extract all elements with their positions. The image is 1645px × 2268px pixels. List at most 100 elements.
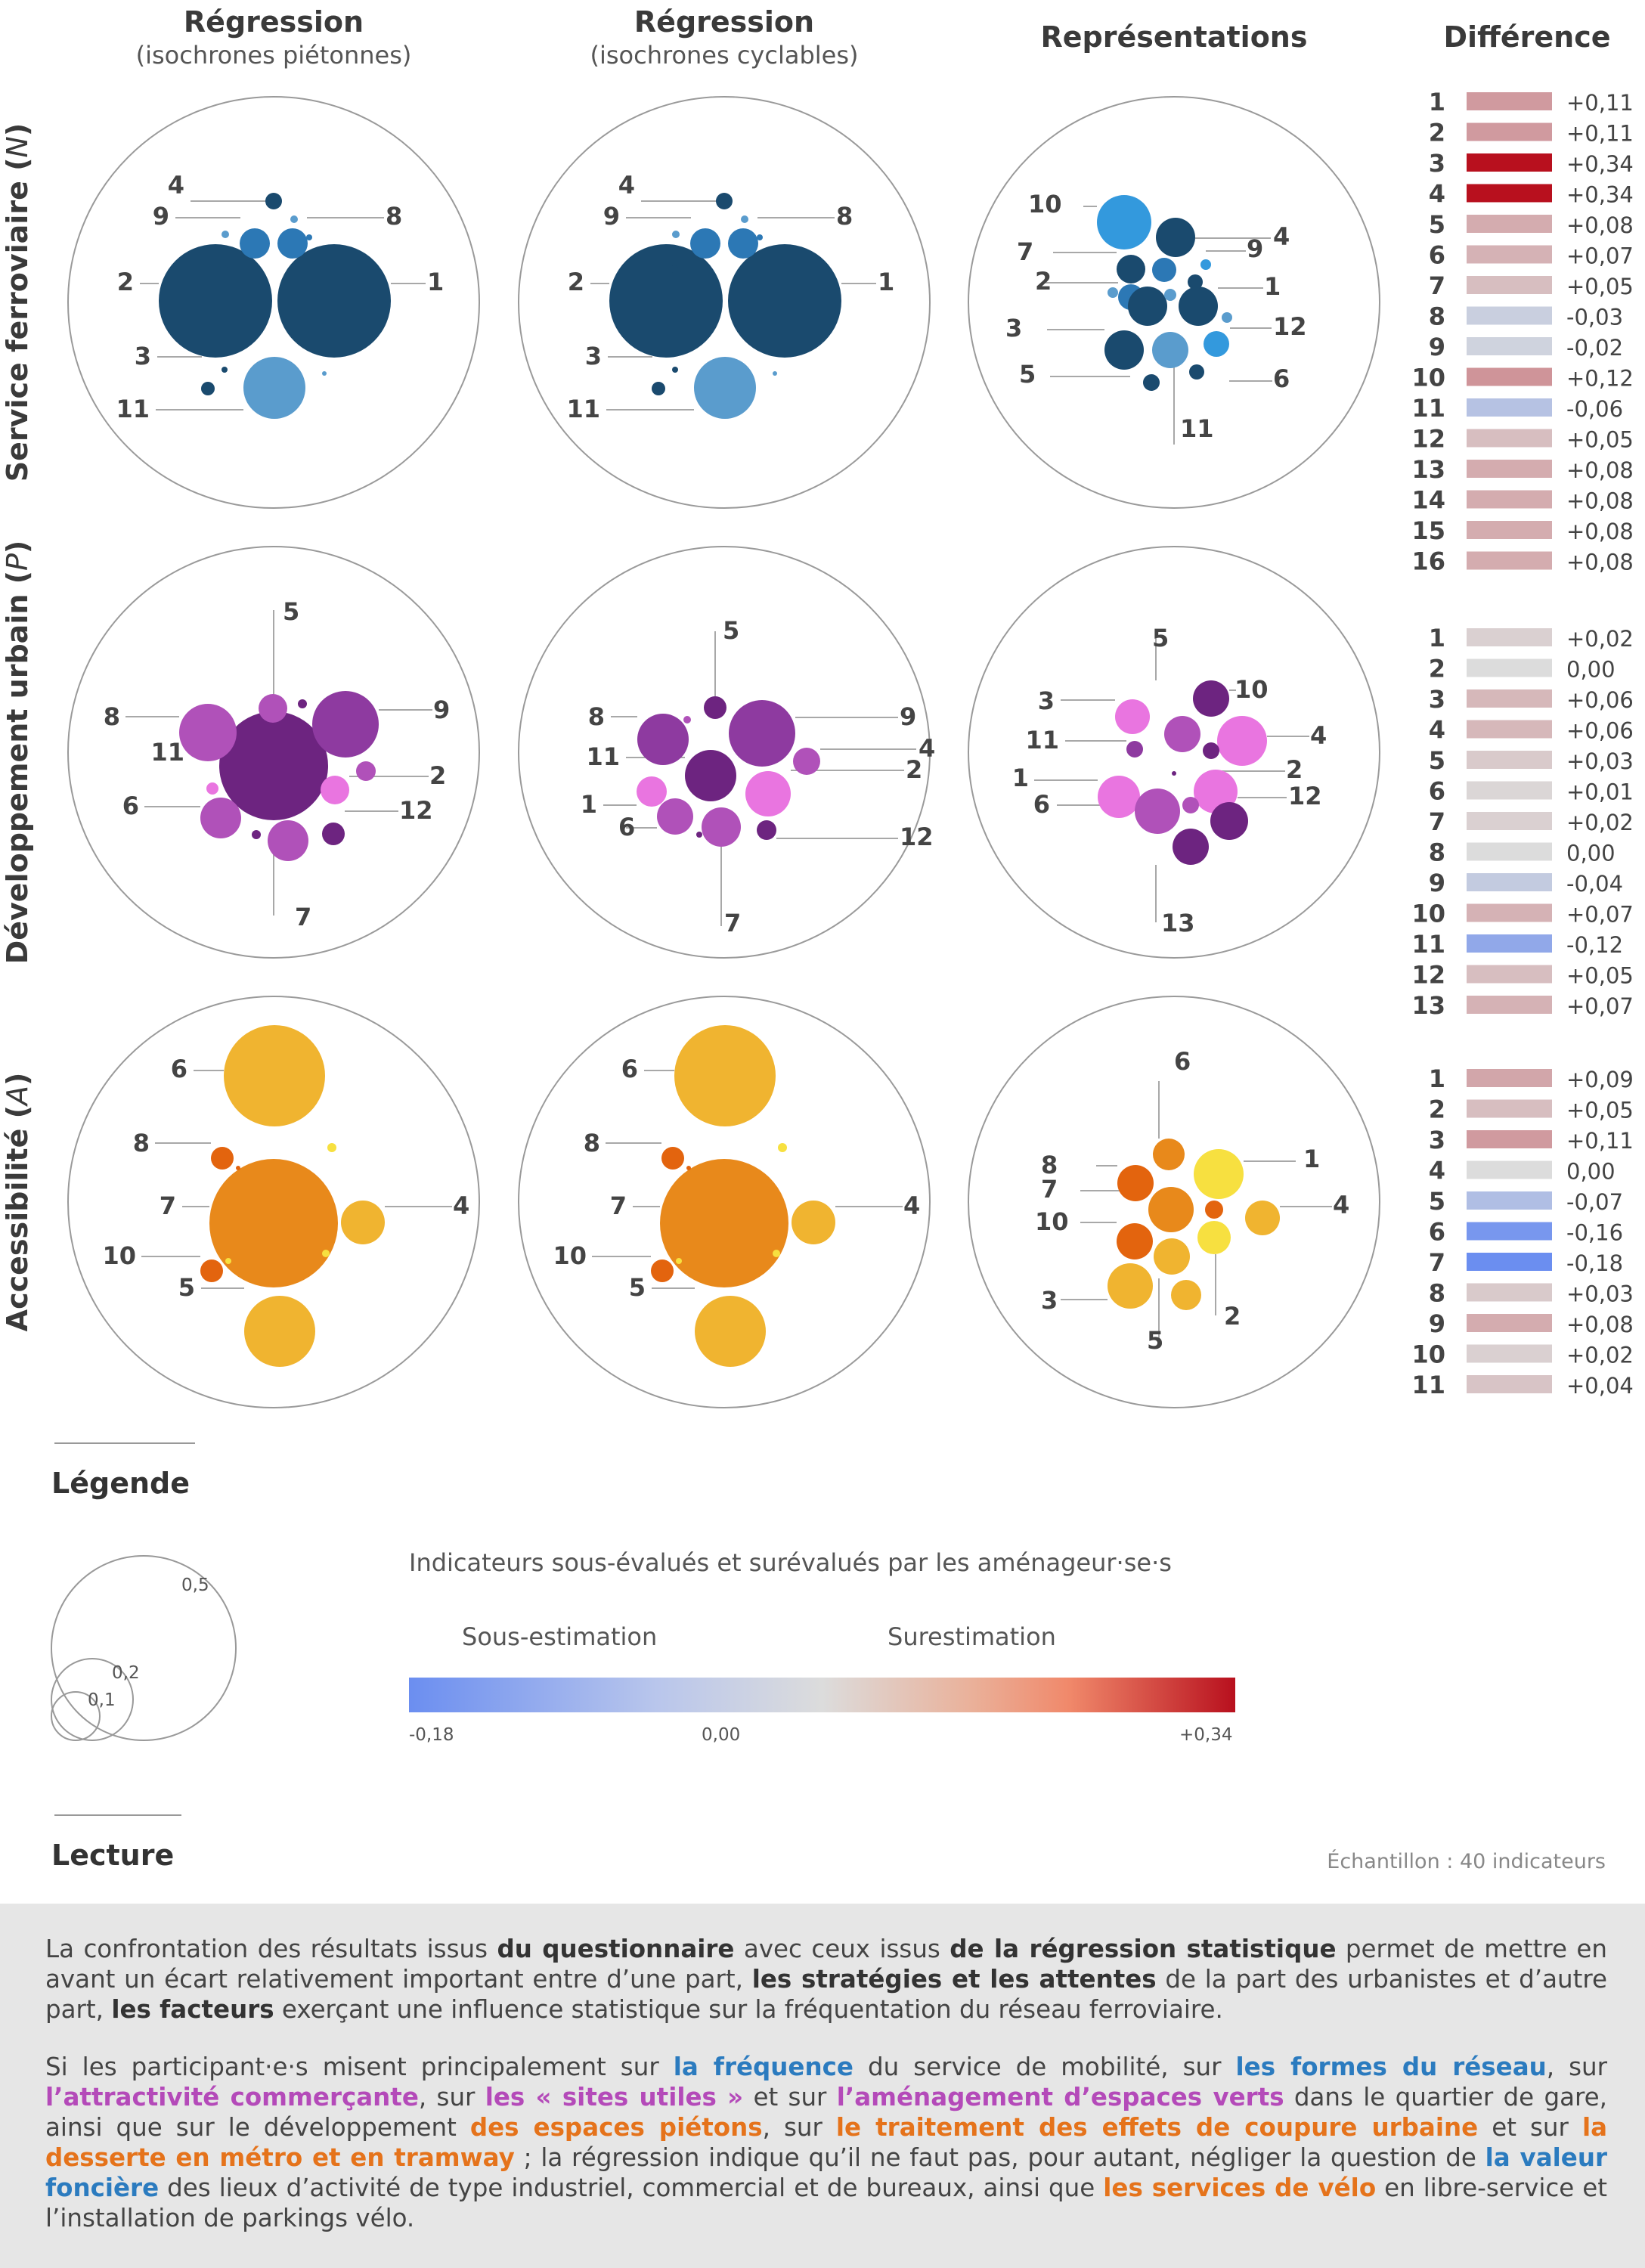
difference-color-scale xyxy=(409,1678,1235,1712)
bubble-rail xyxy=(222,231,229,238)
bubble-rail xyxy=(1108,287,1118,298)
bubble-label: 6 xyxy=(1033,790,1050,819)
bubble-label: 7 xyxy=(1017,237,1033,266)
difference-swatch xyxy=(1467,490,1552,509)
bubble-label: 12 xyxy=(900,823,934,851)
legend-divider xyxy=(54,1442,195,1444)
bubble-label: 4 xyxy=(1273,222,1290,251)
difference-swatch xyxy=(1467,812,1552,830)
bubble-label: 2 xyxy=(117,268,134,296)
difference-swatch xyxy=(1467,1375,1552,1393)
over-estimation-label: Surestimation xyxy=(888,1622,1056,1651)
difference-value: +0,34 xyxy=(1566,182,1634,208)
bubble-label: 8 xyxy=(386,202,402,231)
difference-value: +0,05 xyxy=(1566,427,1634,453)
bubble-label: 11 xyxy=(150,738,184,767)
row-label: Accessibilité (A) xyxy=(1,1073,34,1332)
bubble-label: 4 xyxy=(168,171,184,200)
bubble-rail xyxy=(159,244,272,358)
bubble-urban xyxy=(1210,802,1248,840)
difference-value: +0,03 xyxy=(1566,1281,1634,1307)
row-label: Service ferroviaire (N) xyxy=(1,123,34,482)
bubble-label: 8 xyxy=(133,1129,150,1157)
difference-value: +0,07 xyxy=(1566,243,1634,269)
bubble-label: 1 xyxy=(427,268,444,296)
difference-id: 9 xyxy=(1429,333,1445,361)
difference-value: +0,08 xyxy=(1566,457,1634,483)
panel-frame-rail xyxy=(968,96,1380,509)
panel-frame-rail xyxy=(67,96,480,509)
bubble-urban xyxy=(685,750,736,801)
bubble-rail xyxy=(1143,374,1160,391)
bubble-label: 10 xyxy=(1235,675,1269,704)
difference-swatch xyxy=(1467,92,1552,110)
bubble-access xyxy=(209,1159,338,1287)
difference-swatch xyxy=(1467,551,1552,570)
bubble-rail xyxy=(277,244,391,358)
difference-swatch xyxy=(1467,337,1552,355)
bubble-access xyxy=(773,1250,780,1257)
size-legend-label-small: 0,1 xyxy=(88,1690,116,1710)
bubble-rail xyxy=(265,193,282,209)
difference-id: 15 xyxy=(1411,516,1445,545)
bubble-access xyxy=(236,1166,240,1170)
column-title: Différence xyxy=(1444,20,1611,54)
difference-id: 13 xyxy=(1411,991,1445,1020)
bubble-rail xyxy=(1117,255,1145,284)
bubble-urban xyxy=(696,832,702,838)
lecture-title: Lecture xyxy=(51,1839,175,1872)
row-label: Développement urbain (P) xyxy=(1,541,34,965)
bubble-label: 10 xyxy=(1035,1207,1069,1236)
difference-value: +0,05 xyxy=(1566,1098,1634,1123)
panel-frame-access xyxy=(518,996,931,1408)
bubble-rail xyxy=(290,215,298,223)
bubble-label: 7 xyxy=(295,903,311,931)
difference-value: +0,08 xyxy=(1566,550,1634,575)
size-legend-circle-small xyxy=(51,1691,101,1741)
bubble-label: 1 xyxy=(1012,764,1029,792)
difference-swatch xyxy=(1467,122,1552,141)
difference-id: 6 xyxy=(1429,1218,1445,1247)
difference-value: +0,34 xyxy=(1566,151,1634,177)
bubble-label: 4 xyxy=(919,734,935,763)
bubble-rail xyxy=(277,228,308,259)
bubble-urban xyxy=(1172,771,1176,776)
bubble-label: 11 xyxy=(116,395,150,423)
difference-swatch xyxy=(1467,781,1552,800)
reading-paragraph-1: La confrontation des résultats issus du … xyxy=(45,1935,1607,2024)
bubble-access xyxy=(244,1296,315,1367)
difference-id: 1 xyxy=(1429,88,1445,116)
bubble-label: 1 xyxy=(581,790,597,819)
bubble-rail xyxy=(1189,364,1204,380)
difference-value: +0,02 xyxy=(1566,1343,1634,1368)
difference-id: 6 xyxy=(1429,241,1445,270)
bubble-access xyxy=(1245,1201,1280,1235)
difference-value: +0,06 xyxy=(1566,687,1634,713)
column-subtitle: (isochrones cyclables) xyxy=(590,41,858,70)
difference-id: 7 xyxy=(1429,1248,1445,1277)
difference-id: 7 xyxy=(1429,271,1445,300)
bubble-label: 9 xyxy=(900,702,916,731)
bubble-access xyxy=(225,1258,231,1264)
difference-id: 2 xyxy=(1429,1095,1445,1124)
difference-swatch xyxy=(1467,1160,1552,1179)
bubble-rail xyxy=(728,228,758,259)
bubble-label: 3 xyxy=(1038,686,1055,715)
difference-value: +0,02 xyxy=(1566,810,1634,835)
difference-swatch xyxy=(1467,429,1552,448)
difference-value: +0,08 xyxy=(1566,519,1634,544)
bubble-access xyxy=(651,1259,674,1282)
bubble-access xyxy=(792,1201,835,1244)
difference-swatch xyxy=(1467,153,1552,172)
difference-id: 10 xyxy=(1411,364,1445,392)
bubble-label: 12 xyxy=(399,796,433,825)
difference-value: 0,00 xyxy=(1566,1159,1616,1185)
difference-swatch xyxy=(1467,842,1552,861)
bubble-label: 2 xyxy=(906,755,922,784)
under-estimation-label: Sous-estimation xyxy=(462,1622,658,1651)
difference-id: 3 xyxy=(1429,685,1445,714)
bubble-urban xyxy=(312,691,379,758)
difference-id: 4 xyxy=(1429,1157,1445,1185)
difference-swatch xyxy=(1467,1253,1552,1271)
difference-id: 9 xyxy=(1429,1309,1445,1338)
